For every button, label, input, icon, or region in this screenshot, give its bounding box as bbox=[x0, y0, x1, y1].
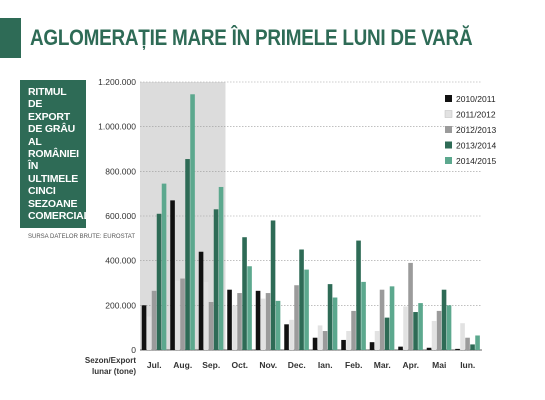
legend-swatch bbox=[445, 157, 452, 164]
bar bbox=[408, 262, 413, 350]
bar bbox=[446, 305, 452, 350]
bar bbox=[455, 348, 460, 350]
x-tick-label: Mai bbox=[432, 360, 446, 370]
x-tick-label: Jul. bbox=[147, 360, 162, 370]
legend-swatch bbox=[445, 95, 452, 102]
y-tick-label: 400.000 bbox=[105, 256, 136, 266]
legend-label: 2014/2015 bbox=[456, 156, 496, 166]
legend-label: 2011/2012 bbox=[456, 110, 496, 120]
bar bbox=[284, 324, 289, 350]
bar bbox=[255, 290, 261, 350]
bar bbox=[418, 303, 423, 350]
legend-swatch bbox=[445, 126, 452, 133]
y-tick-label: 800.000 bbox=[105, 166, 136, 176]
bar bbox=[294, 285, 299, 350]
bar bbox=[198, 251, 204, 350]
bar bbox=[190, 94, 195, 351]
bar bbox=[460, 323, 465, 350]
bar bbox=[141, 305, 147, 350]
bar bbox=[475, 335, 480, 350]
bar bbox=[185, 159, 190, 350]
bar bbox=[156, 213, 162, 350]
headline-accent-block bbox=[0, 18, 21, 58]
bar bbox=[327, 284, 333, 350]
bar bbox=[356, 240, 361, 350]
bar bbox=[203, 281, 209, 350]
x-axis-label: Sezon/Export lunar (tone) bbox=[85, 356, 136, 376]
sidebar-title-box: RITMUL DE EXPORT DE GRÂU AL ROMÂNIEI ÎN … bbox=[20, 80, 97, 228]
bar bbox=[242, 237, 247, 350]
page-title: AGLOMERAȚIE MARE ÎN PRIMELE LUNI DE VARĂ bbox=[30, 25, 473, 50]
bar bbox=[299, 249, 304, 350]
x-tick-label: Sep. bbox=[202, 360, 220, 370]
bar bbox=[374, 331, 380, 350]
x-tick-label: Apr. bbox=[402, 360, 419, 370]
y-tick-label: 0 bbox=[131, 345, 136, 355]
bar bbox=[237, 293, 242, 350]
bar bbox=[436, 310, 442, 350]
bar bbox=[175, 280, 180, 350]
legend-label: 2012/2013 bbox=[456, 125, 496, 135]
x-tick-label: Ian. bbox=[318, 360, 333, 370]
bar bbox=[270, 220, 276, 350]
bar bbox=[304, 269, 309, 350]
y-tick-label: 1.200.000 bbox=[98, 77, 136, 87]
bar bbox=[346, 331, 351, 350]
legend-label: 2013/2014 bbox=[456, 141, 496, 151]
source-note: SURSA DATELOR BRUTE: EUROSTAT bbox=[28, 234, 136, 240]
bar bbox=[389, 286, 395, 350]
bar bbox=[322, 331, 328, 350]
bar bbox=[208, 301, 214, 350]
bar bbox=[218, 186, 224, 350]
bar bbox=[379, 289, 385, 350]
bar bbox=[403, 306, 408, 350]
y-tick-label: 1.000.000 bbox=[98, 122, 136, 132]
bar bbox=[151, 290, 157, 350]
x-tick-label: Nov. bbox=[259, 360, 277, 370]
x-tick-label: Oct. bbox=[231, 360, 248, 370]
bar bbox=[341, 339, 346, 350]
bar bbox=[465, 337, 470, 350]
bar bbox=[170, 200, 175, 350]
bar bbox=[413, 312, 418, 350]
bar bbox=[398, 346, 403, 350]
bar bbox=[232, 305, 237, 350]
bar bbox=[161, 183, 167, 350]
bar bbox=[247, 266, 252, 350]
bar bbox=[227, 289, 232, 350]
legend-label: 2010/2011 bbox=[456, 94, 496, 104]
bar bbox=[146, 316, 152, 350]
bar bbox=[441, 289, 447, 350]
legend-swatch bbox=[444, 110, 453, 118]
bar bbox=[426, 347, 432, 350]
y-tick-label: 200.000 bbox=[105, 300, 136, 310]
bar bbox=[351, 310, 356, 350]
y-tick-label: 600.000 bbox=[105, 211, 136, 221]
legend-swatch bbox=[445, 141, 452, 149]
bar bbox=[369, 342, 375, 350]
bar bbox=[265, 293, 271, 350]
x-tick-label: Iun. bbox=[460, 360, 475, 370]
bar bbox=[213, 209, 219, 350]
x-tick-label: Feb. bbox=[345, 360, 362, 370]
bar bbox=[260, 298, 266, 350]
bar bbox=[332, 297, 338, 350]
bar bbox=[180, 278, 185, 350]
bar bbox=[361, 281, 366, 350]
bar bbox=[312, 337, 318, 350]
bar bbox=[470, 344, 475, 350]
bar bbox=[384, 317, 390, 350]
bar bbox=[317, 325, 323, 350]
x-tick-label: Aug. bbox=[173, 360, 192, 370]
x-tick-label: Mar. bbox=[374, 360, 391, 370]
bar bbox=[431, 320, 437, 350]
x-tick-label: Dec. bbox=[288, 360, 306, 370]
sidebar-title: RITMUL DE EXPORT DE GRÂU AL ROMÂNIEI ÎN … bbox=[28, 86, 97, 223]
bar bbox=[289, 319, 294, 350]
bar bbox=[275, 300, 281, 350]
